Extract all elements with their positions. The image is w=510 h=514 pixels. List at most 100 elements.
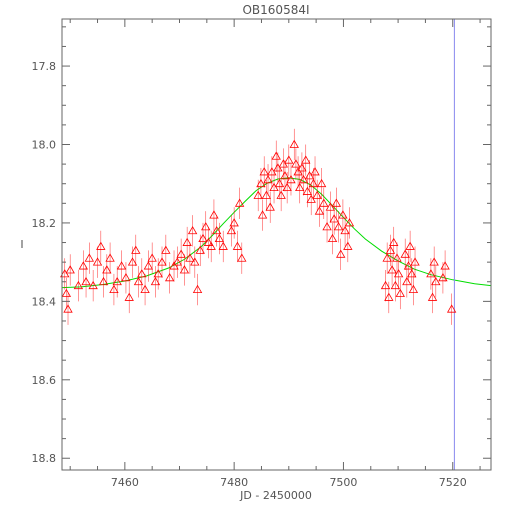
data-point xyxy=(395,277,405,310)
data-point xyxy=(319,187,329,220)
triangle-marker xyxy=(226,225,237,235)
triangle-marker xyxy=(153,269,163,278)
data-point xyxy=(88,269,98,302)
triangle-marker xyxy=(256,178,266,188)
y-tick-label: 17.8 xyxy=(32,60,57,73)
triangle-marker xyxy=(265,202,275,211)
triangle-marker xyxy=(137,269,147,278)
data-point xyxy=(267,156,277,188)
data-points-layer xyxy=(60,128,457,325)
triangle-marker xyxy=(78,261,88,270)
triangle-marker xyxy=(408,284,419,294)
data-point xyxy=(96,230,106,263)
triangle-marker xyxy=(271,151,281,160)
triangle-marker xyxy=(81,276,91,286)
data-point xyxy=(333,211,344,243)
data-point xyxy=(203,226,214,259)
data-point xyxy=(431,266,441,298)
triangle-marker xyxy=(295,182,305,192)
data-point xyxy=(150,266,161,298)
data-point xyxy=(161,234,171,267)
data-point xyxy=(273,152,283,184)
data-point xyxy=(65,254,75,286)
triangle-marker xyxy=(389,237,399,246)
triangle-marker xyxy=(263,174,273,184)
ticks-layer xyxy=(62,19,491,470)
data-point xyxy=(293,156,303,188)
data-point xyxy=(389,226,399,259)
data-point xyxy=(340,215,350,247)
triangle-marker xyxy=(340,225,350,235)
data-point xyxy=(164,262,175,294)
data-point xyxy=(380,269,391,302)
triangle-marker xyxy=(127,257,138,266)
data-point xyxy=(226,215,237,247)
y-tick-label: 18.6 xyxy=(32,374,57,387)
data-point xyxy=(218,230,228,263)
data-point xyxy=(147,242,157,274)
data-point xyxy=(284,144,294,176)
data-point xyxy=(393,258,404,290)
triangle-marker xyxy=(218,241,228,250)
data-point xyxy=(384,281,394,314)
data-point xyxy=(429,246,439,278)
data-point xyxy=(78,250,88,282)
triangle-marker xyxy=(402,276,412,286)
triangle-marker xyxy=(147,253,157,262)
data-point xyxy=(405,230,415,263)
y-axis-label: I xyxy=(20,238,23,251)
data-point xyxy=(392,242,402,274)
triangle-marker xyxy=(198,233,208,243)
triangle-marker xyxy=(297,163,307,172)
triangle-marker xyxy=(400,249,410,258)
triangle-marker xyxy=(261,190,272,199)
triangle-marker xyxy=(88,280,98,290)
triangle-marker xyxy=(209,210,219,219)
data-point xyxy=(410,246,420,278)
x-tick-label: 7480 xyxy=(220,476,248,489)
triangle-marker xyxy=(267,167,277,176)
triangle-marker xyxy=(102,265,112,274)
triangle-marker xyxy=(282,182,292,192)
triangle-marker xyxy=(286,174,296,184)
tick-labels-layer: 7460 7480 7500 7520 17.8 18.0 18.2 18.4 18.6 18.8 xyxy=(32,60,467,489)
data-point xyxy=(327,222,338,255)
triangle-marker xyxy=(259,167,269,176)
data-point xyxy=(63,293,73,325)
triangle-marker xyxy=(325,202,336,211)
triangle-marker xyxy=(65,265,75,274)
triangle-marker xyxy=(273,163,283,172)
triangle-marker xyxy=(112,276,122,286)
data-point xyxy=(153,258,163,290)
data-point xyxy=(338,199,348,231)
triangle-marker xyxy=(382,253,392,262)
data-point xyxy=(427,281,438,314)
triangle-marker xyxy=(121,273,131,282)
triangle-marker xyxy=(169,261,179,270)
data-point xyxy=(192,273,203,306)
x-axis-label: JD - 2450000 xyxy=(239,489,312,502)
triangle-marker xyxy=(390,280,401,290)
data-point xyxy=(190,246,200,278)
triangle-marker xyxy=(343,241,353,250)
triangle-marker xyxy=(393,269,404,278)
data-point xyxy=(209,199,219,231)
data-point xyxy=(133,266,144,298)
triangle-marker xyxy=(257,210,268,219)
data-point xyxy=(402,266,412,298)
triangle-marker xyxy=(269,182,279,192)
data-point xyxy=(232,230,243,263)
triangle-marker xyxy=(395,288,405,297)
triangle-marker xyxy=(73,280,84,290)
triangle-marker xyxy=(84,253,95,262)
data-point xyxy=(169,250,179,282)
triangle-marker xyxy=(403,261,414,270)
triangle-marker xyxy=(206,241,216,250)
triangle-marker xyxy=(431,276,441,286)
data-point xyxy=(172,246,182,278)
data-point xyxy=(322,211,332,243)
triangle-marker xyxy=(157,257,167,266)
